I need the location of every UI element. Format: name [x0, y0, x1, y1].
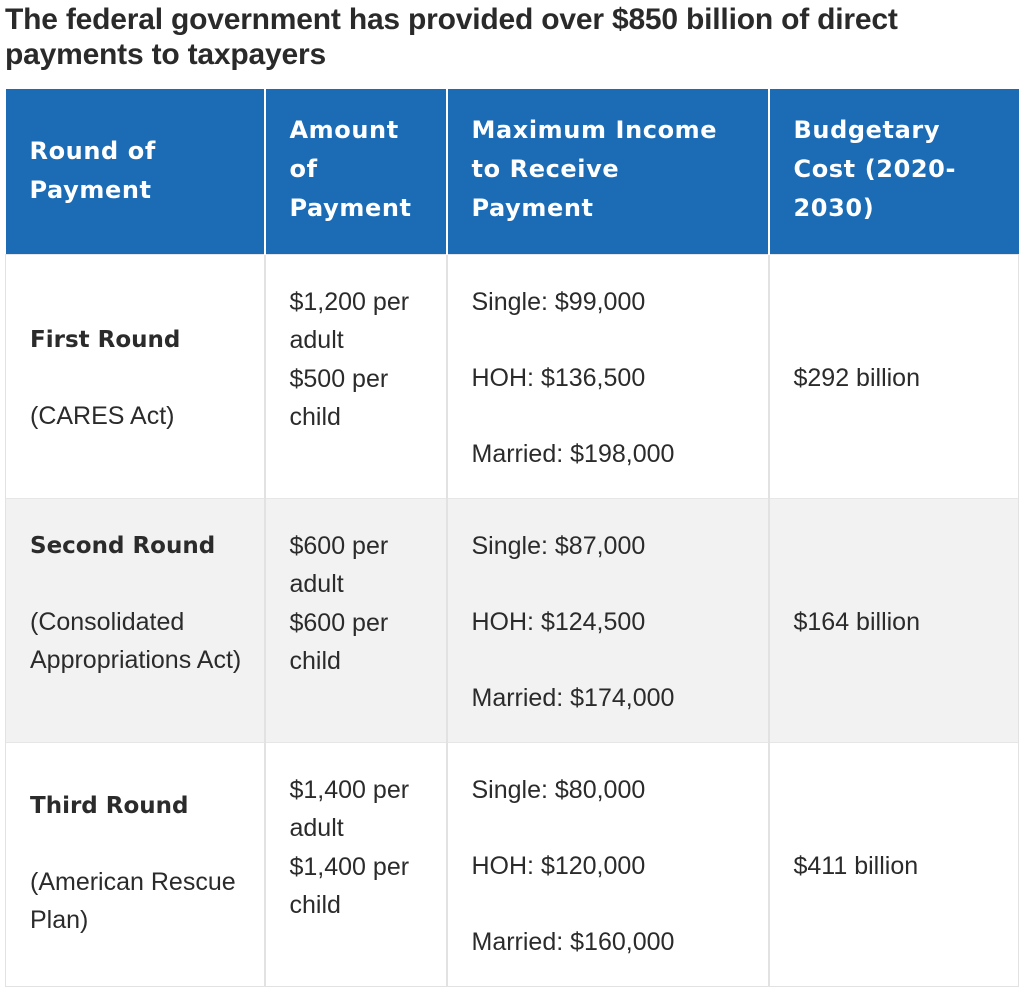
header-budget-cost: Budgetary Cost (2020-2030): [767, 89, 1019, 254]
table-row: First Round (CARES Act) $1,200 per adult…: [5, 253, 1019, 498]
header-row: Round of Payment Amount of Payment Maxim…: [5, 89, 1019, 254]
header-max-income: Maximum Income to Receive Payment: [445, 89, 769, 254]
round-name: Second Round: [30, 532, 216, 559]
income-hoh: HOH: $120,000: [471, 851, 646, 880]
round-act: (Consolidated Appropriations Act): [30, 607, 242, 674]
cell-amount: $1,400 per adult $1,400 per child: [263, 741, 447, 987]
cell-max-income: Single: $80,000 HOH: $120,000 Married: $…: [445, 741, 769, 987]
cell-round: Second Round (Consolidated Appropriation…: [5, 497, 265, 742]
cell-cost: $292 billion: [767, 253, 1019, 498]
budget-cost: $164 billion: [793, 607, 921, 636]
amount-child: $1,400 per child: [289, 852, 410, 919]
income-married: Married: $198,000: [471, 439, 675, 468]
budget-cost: $411 billion: [793, 851, 919, 880]
cell-round: Third Round (American Rescue Plan): [5, 741, 265, 987]
round-name: Third Round: [30, 792, 189, 819]
cell-max-income: Single: $87,000 HOH: $124,500 Married: $…: [445, 497, 769, 742]
budget-cost: $292 billion: [793, 363, 921, 392]
round-name: First Round: [30, 326, 181, 353]
table-row: Second Round (Consolidated Appropriation…: [5, 497, 1019, 742]
header-round: Round of Payment: [5, 89, 265, 254]
amount-adult: $1,400 per adult: [289, 775, 410, 842]
income-hoh: HOH: $124,500: [471, 607, 646, 636]
table-body: First Round (CARES Act) $1,200 per adult…: [5, 253, 1019, 987]
cell-round: First Round (CARES Act): [5, 253, 265, 498]
income-married: Married: $174,000: [471, 683, 675, 712]
payments-table: Round of Payment Amount of Payment Maxim…: [5, 89, 1019, 987]
table-header: Round of Payment Amount of Payment Maxim…: [5, 89, 1019, 254]
cell-amount: $1,200 per adult $500 per child: [263, 253, 447, 498]
amount-child: $600 per child: [289, 608, 389, 675]
amount-child: $500 per child: [289, 364, 389, 431]
cell-cost: $411 billion: [767, 741, 1019, 987]
income-single: Single: $80,000: [471, 775, 646, 804]
table-row: Third Round (American Rescue Plan) $1,40…: [5, 741, 1019, 987]
income-married: Married: $160,000: [471, 927, 675, 956]
amount-adult: $1,200 per adult: [289, 287, 410, 354]
income-single: Single: $87,000: [471, 531, 646, 560]
amount-adult: $600 per adult: [289, 531, 389, 598]
page-title: The federal government has provided over…: [5, 3, 898, 71]
round-act: (American Rescue Plan): [30, 867, 236, 934]
cell-cost: $164 billion: [767, 497, 1019, 742]
header-amount: Amount of Payment: [263, 89, 447, 254]
round-act: (CARES Act): [30, 401, 175, 430]
cell-amount: $600 per adult $600 per child: [263, 497, 447, 742]
income-hoh: HOH: $136,500: [471, 363, 646, 392]
income-single: Single: $99,000: [471, 287, 646, 316]
cell-max-income: Single: $99,000 HOH: $136,500 Married: $…: [445, 253, 769, 498]
